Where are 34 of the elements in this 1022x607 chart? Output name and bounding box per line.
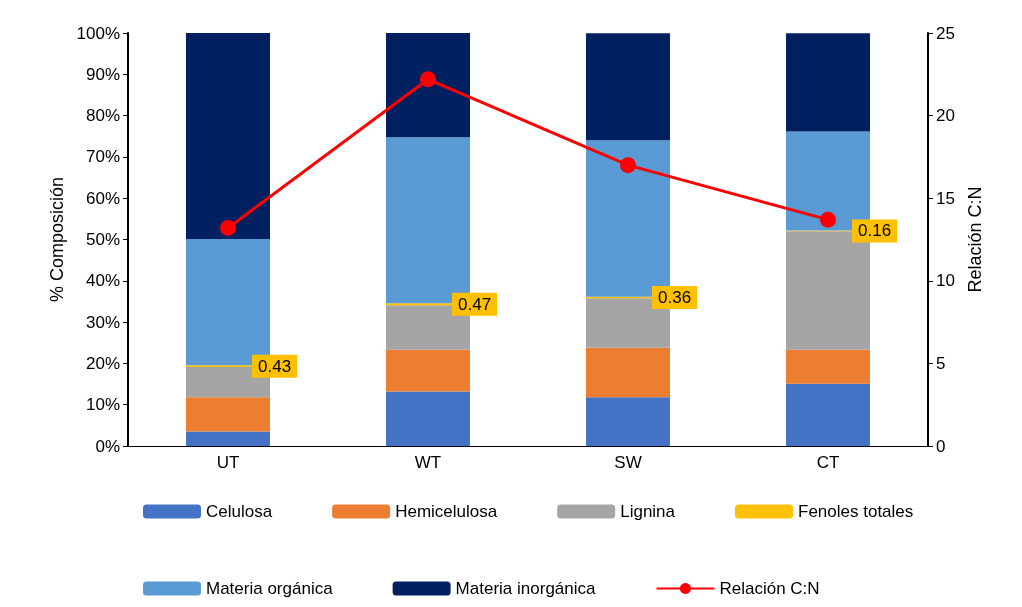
y-tick-label: 10% xyxy=(85,395,120,415)
legend-label: Celulosa xyxy=(206,502,273,521)
legend-label: Materia orgánica xyxy=(206,579,334,598)
y-tick-label: 40% xyxy=(85,271,120,291)
y2-tick-label: 5 xyxy=(936,353,946,373)
legend-label: Lignina xyxy=(620,502,676,521)
data-label: 0.36 xyxy=(658,287,692,307)
y-tick-label: 30% xyxy=(85,312,120,332)
y-axis-title: % Composición xyxy=(46,176,67,303)
y-tick-label: 80% xyxy=(85,106,120,126)
y-tick-label: 0% xyxy=(95,436,120,456)
y-tick-label: 20% xyxy=(85,353,120,373)
y-tick-label: 50% xyxy=(85,230,120,249)
y2-axis-title: Relación C:N xyxy=(964,186,985,293)
y-tick-label: 100% xyxy=(76,23,120,43)
legend-label: Relación C:N xyxy=(719,579,820,598)
data-label: 0.16 xyxy=(858,221,892,241)
data-label: 0.43 xyxy=(258,356,292,376)
y2-tick-label: 15 xyxy=(936,188,955,208)
x-tick-label: SW xyxy=(614,453,642,472)
x-tick-label: CT xyxy=(816,453,840,472)
y2-tick-label: 25 xyxy=(936,23,955,43)
y2-tick-label: 20 xyxy=(936,106,955,126)
y-tick-label: 70% xyxy=(85,147,120,167)
y-tick-label: 90% xyxy=(85,64,120,84)
legend-label: Materia inorgánica xyxy=(455,579,597,598)
legend-label: Hemicelulosa xyxy=(395,502,498,521)
y2-tick-label: 10 xyxy=(936,271,955,291)
data-label: 0.47 xyxy=(458,294,492,314)
x-tick-label: WT xyxy=(414,453,442,472)
x-tick-label: UT xyxy=(216,453,240,472)
y2-tick-label: 0 xyxy=(936,436,946,456)
y-tick-label: 60% xyxy=(85,188,120,208)
legend-label: Fenoles totales xyxy=(798,502,914,521)
